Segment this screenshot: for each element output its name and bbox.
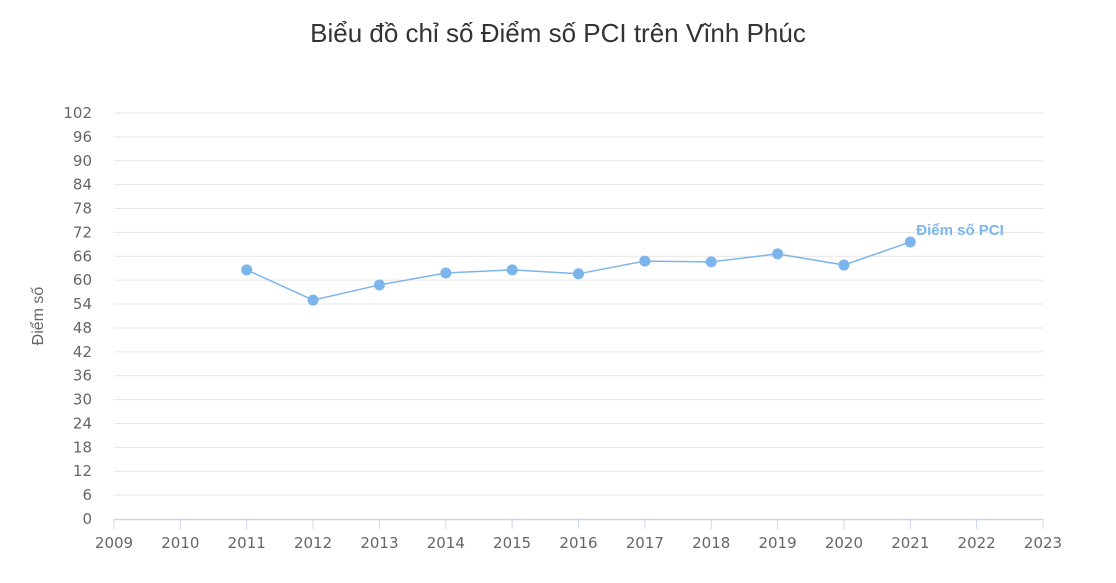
y-tick-label: 60 [73,271,92,289]
x-tick-label: 2018 [692,534,730,552]
data-point[interactable] [307,294,319,306]
x-tick-label: 2023 [1024,534,1062,552]
x-tick-label: 2019 [758,534,796,552]
y-tick-label: 12 [73,462,92,480]
data-point[interactable] [904,236,916,248]
y-tick-label: 0 [82,510,92,528]
x-tick-label: 2009 [95,534,133,552]
y-tick-label: 42 [73,343,92,361]
y-tick-label: 36 [73,367,92,385]
data-point[interactable] [241,264,253,276]
y-tick-label: 24 [73,414,92,432]
chart-title: Biểu đồ chỉ số Điểm số PCI trên Vĩnh Phú… [310,18,806,48]
x-tick-label: 2015 [493,534,531,552]
data-point[interactable] [772,248,784,260]
y-tick-label: 102 [63,104,92,122]
data-point[interactable] [573,268,584,280]
data-point[interactable] [838,259,850,271]
x-tick-label: 2010 [161,534,199,552]
y-tick-label: 78 [73,200,92,218]
y-tick-label: 54 [73,295,92,313]
y-axis-ticks: 0 6 12 18 24 30 36 42 48 54 60 66 72 78 84 90 96 102 [63,104,92,528]
data-point[interactable] [373,279,385,291]
y-tick-label: 90 [73,152,92,170]
x-axis: 2009 2010 2011 2012 2013 2014 2015 2016 2017 2018… [95,518,1062,552]
series-label: Điểm số PCI [916,222,1004,239]
x-tick-label: 2012 [294,534,332,552]
data-point[interactable] [705,256,717,268]
series-pci: Điểm số PCI [241,222,1004,306]
x-tick-label: 2020 [825,534,863,552]
y-tick-label: 30 [73,391,92,409]
y-tick-label: 96 [73,128,92,146]
x-tick-label: 2011 [228,534,266,552]
x-tick-label: 2016 [559,534,597,552]
y-tick-label: 84 [73,176,92,194]
x-tick-label: 2014 [427,534,465,552]
data-point[interactable] [639,255,651,267]
y-tick-label: 18 [73,438,92,456]
data-point[interactable] [440,267,452,279]
y-tick-label: 72 [73,223,92,241]
x-tick-label: 2022 [958,534,996,552]
y-axis-label: Điểm số [29,287,47,346]
gridlines [114,112,1043,496]
x-tick-label: 2013 [360,534,398,552]
y-tick-label: 6 [82,486,92,504]
y-tick-label: 66 [73,247,92,265]
data-point[interactable] [506,264,518,276]
y-tick-label: 48 [73,319,92,337]
x-tick-label: 2021 [891,534,929,552]
x-tick-label: 2017 [626,534,664,552]
